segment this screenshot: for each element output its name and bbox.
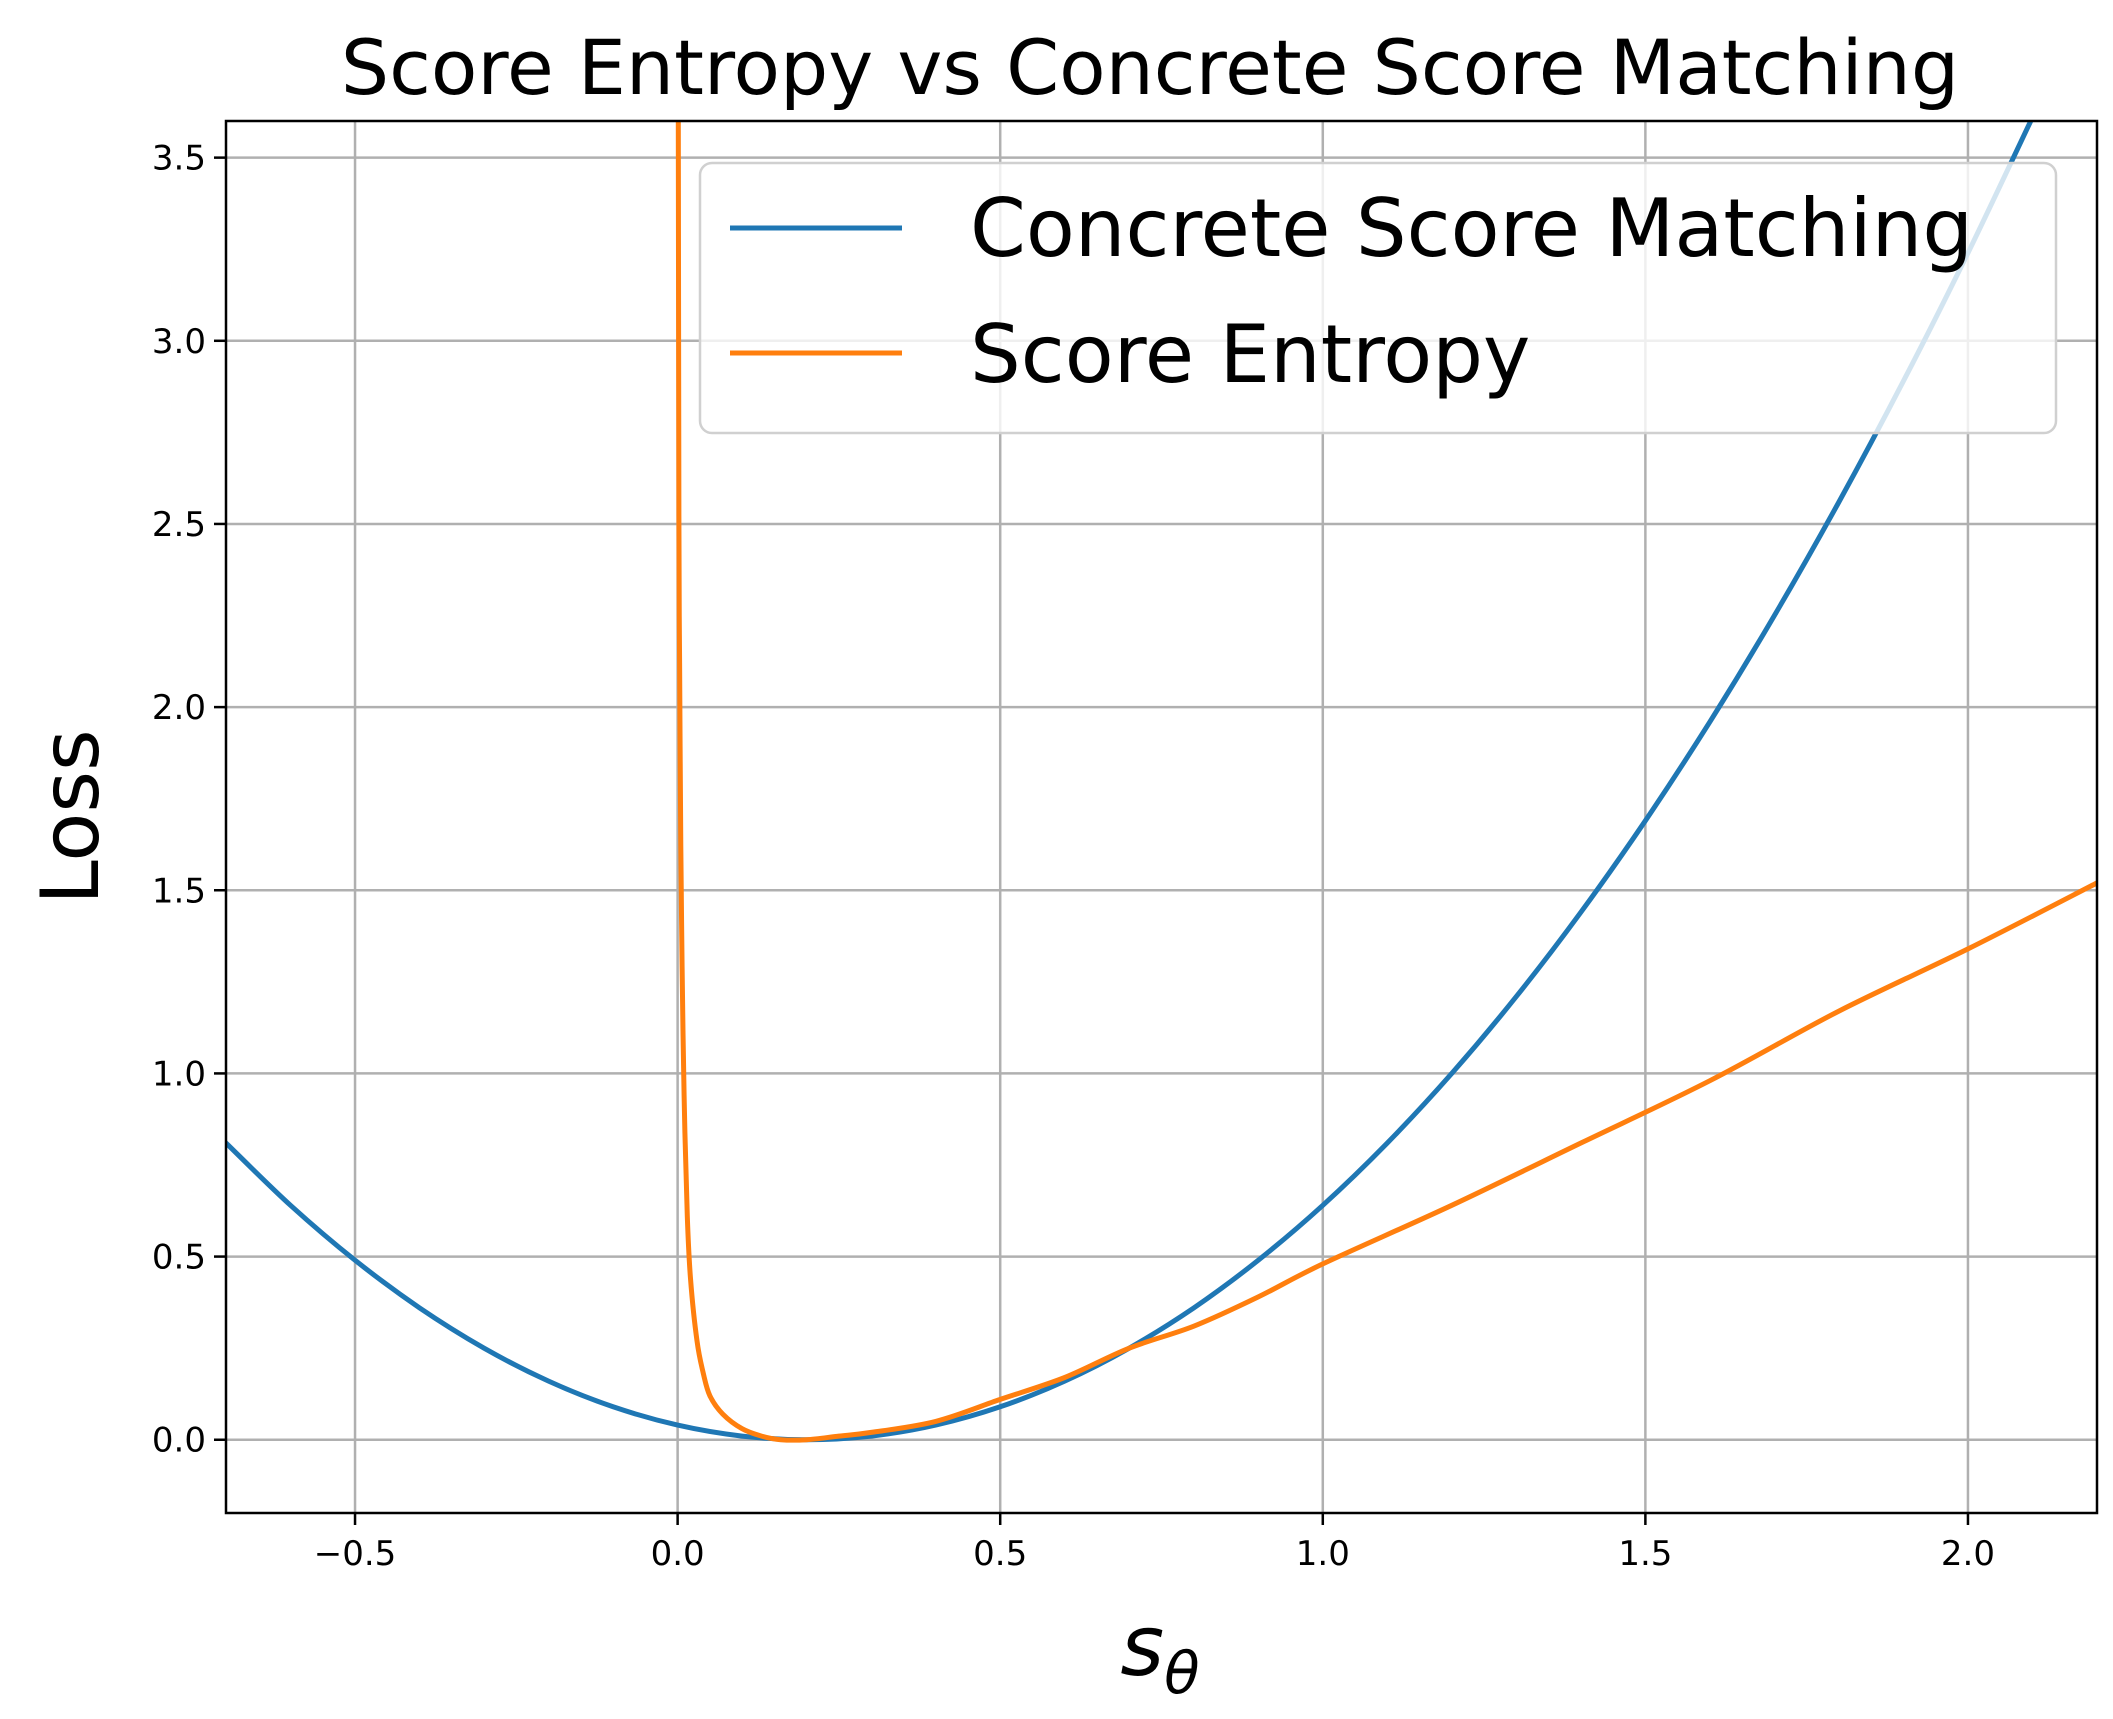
chart-title: Score Entropy vs Concrete Score Matching bbox=[341, 23, 1959, 112]
x-axis-label-main: s bbox=[1120, 1597, 1164, 1695]
legend: Concrete Score Matching Score Entropy bbox=[698, 161, 2058, 435]
plot-frame bbox=[224, 119, 2099, 1515]
series-lines bbox=[226, 121, 2097, 1443]
legend-box bbox=[698, 161, 2058, 435]
x-tick-label: 0.5 bbox=[973, 1534, 1027, 1574]
x-tick-label: 2.0 bbox=[1941, 1534, 1995, 1574]
legend-label-score-entropy: Score Entropy bbox=[970, 308, 1530, 401]
x-tick-label: 1.0 bbox=[1296, 1534, 1350, 1574]
x-axis-label: sθ bbox=[1120, 1597, 1199, 1707]
legend-label-concrete-score-matching: Concrete Score Matching bbox=[970, 182, 1973, 275]
x-tick-label: 0.0 bbox=[651, 1534, 705, 1574]
y-tick-label: 0.0 bbox=[152, 1421, 206, 1461]
y-tick-label: 1.5 bbox=[152, 871, 206, 911]
y-tick-label: 2.5 bbox=[152, 505, 206, 545]
y-tick-label: 3.0 bbox=[152, 322, 206, 362]
x-tick-label: −0.5 bbox=[314, 1534, 397, 1574]
y-tick-label: 0.5 bbox=[152, 1238, 206, 1278]
series-line-concrete-score-matching bbox=[226, 121, 2034, 1443]
y-axis-label: Loss bbox=[24, 729, 117, 904]
x-axis-label-subscript: θ bbox=[1164, 1639, 1200, 1707]
x-tick-label: 1.5 bbox=[1618, 1534, 1672, 1574]
y-tick-label: 3.5 bbox=[152, 139, 206, 179]
axis-ticks: −0.5 0.0 0.5 1.0 1.5 2.0 0.0 0.5 1.0 1.5 2.0 2.5 3.0… bbox=[152, 139, 1995, 1574]
y-tick-label: 2.0 bbox=[152, 688, 206, 728]
series-line-score-entropy bbox=[675, 121, 2097, 1443]
y-tick-label: 1.0 bbox=[152, 1054, 206, 1094]
